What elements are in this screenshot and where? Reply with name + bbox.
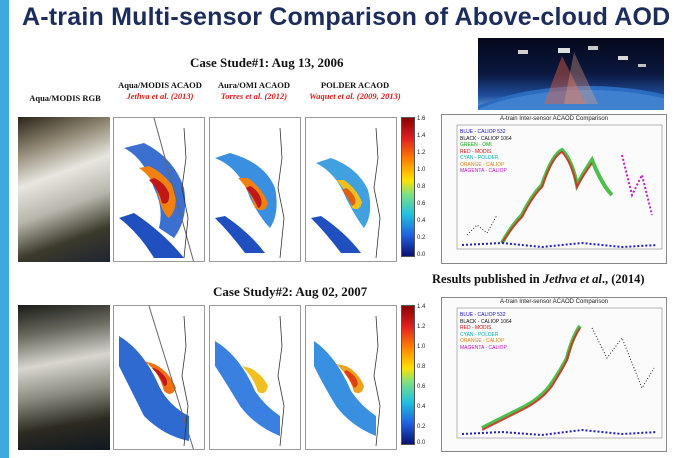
reference-omi: Torres et al. (2012) — [220, 91, 288, 101]
legend-entry: RED - MODIS — [460, 325, 492, 331]
legend-entry: CYAN - POLDER — [460, 155, 499, 161]
reference-modis: Jethva et al. (2013) — [126, 91, 194, 101]
page-title: A-train Multi-sensor Comparison of Above… — [22, 3, 671, 31]
colorbar-case2 — [401, 305, 415, 445]
legend-entry: BLACK - CALIOP 1064 — [460, 135, 512, 142]
modis-acaod-map-case2 — [113, 305, 205, 450]
legend-entry: BLUE - CALIOP 532 — [460, 312, 506, 318]
column-header-omi: Aura/OMI ACAOD Torres et al. (2012) — [208, 80, 300, 102]
legend-entry: BLUE - CALIOP 532 — [460, 129, 506, 135]
colorbar-label: 1.2 — [417, 150, 426, 156]
colorbar-label: 0.0 — [417, 440, 426, 446]
plot-title: A-train Inter-sensor ACAOD Comparison — [499, 299, 609, 305]
legend-entry: RED - MODIS — [460, 148, 492, 155]
omi-acaod-map-case2 — [209, 305, 301, 450]
colorbar-label: 1.0 — [417, 167, 426, 173]
a-train-satellite-image — [478, 38, 664, 110]
comparison-plot-case1: A-train Inter-sensor ACAOD Comparison BL… — [441, 114, 667, 264]
colorbar-label: 0.4 — [417, 404, 426, 410]
colorbar-label: 0.0 — [417, 252, 426, 258]
colorbar-label: 0.8 — [417, 184, 426, 190]
colorbar-label: 0.8 — [417, 364, 426, 370]
case1-heading: Case Stude#1: Aug 13, 2006 — [190, 55, 344, 70]
plot-legend: BLUE - CALIOP 532 BLACK - CALIOP 1064 GR… — [460, 129, 512, 175]
legend-entry: MAGENTA - CALIOP — [460, 344, 507, 351]
legend-entry: BLACK - CALIOP 1064 — [460, 318, 512, 325]
modis-rgb-image-case1 — [18, 117, 110, 262]
comparison-plot-case2: A-train Inter-sensor ACAOD Comparison BL… — [441, 297, 667, 452]
colorbar-label: 0.2 — [417, 235, 426, 241]
colorbar-label: 0.4 — [417, 218, 426, 224]
legend-entry: ORANGE - CALIOP — [460, 161, 505, 168]
colorbar-label: 1.4 — [417, 133, 426, 139]
colorbar-label: 1.0 — [417, 344, 426, 350]
plot-legend: BLUE - CALIOP 532 BLACK - CALIOP 1064 RE… — [460, 312, 512, 351]
accent-bar — [0, 0, 9, 458]
omi-acaod-map-case1 — [209, 117, 301, 262]
colorbar-label: 1.6 — [417, 116, 426, 122]
legend-entry: ORANGE - CALIOP — [460, 338, 505, 344]
legend-entry: GREEN - OMI — [460, 142, 492, 148]
polder-acaod-map-case1 — [305, 117, 397, 262]
colorbar-label: 1.4 — [417, 304, 426, 310]
legend-entry: CYAN - POLDER — [460, 331, 499, 338]
column-header-modis: Aqua/MODIS ACAOD Jethva et al. (2013) — [112, 80, 208, 102]
colorbar-label: 0.6 — [417, 201, 426, 207]
modis-acaod-map-case1 — [113, 117, 205, 262]
colorbar-label: 0.6 — [417, 384, 426, 390]
results-note: Results published in Jethva et al., (201… — [432, 272, 645, 286]
case2-heading: Case Study#2: Aug 02, 2007 — [213, 284, 368, 299]
colorbar-label: 1.2 — [417, 324, 426, 330]
plot-title: A-train Inter-sensor ACAOD Comparison — [499, 116, 609, 122]
reference-polder: Waquet et al. (2009, 2013) — [309, 91, 401, 101]
column-header-rgb: Aqua/MODIS RGB — [29, 93, 101, 103]
modis-rgb-image-case2 — [18, 305, 110, 450]
polder-acaod-map-case2 — [305, 305, 397, 450]
column-header-polder: POLDER ACAOD Waquet et al. (2009, 2013) — [300, 80, 410, 102]
legend-entry: MAGENTA - CALIOP — [460, 168, 507, 174]
colorbar-label: 0.2 — [417, 424, 426, 430]
colorbar-case1 — [401, 117, 415, 257]
